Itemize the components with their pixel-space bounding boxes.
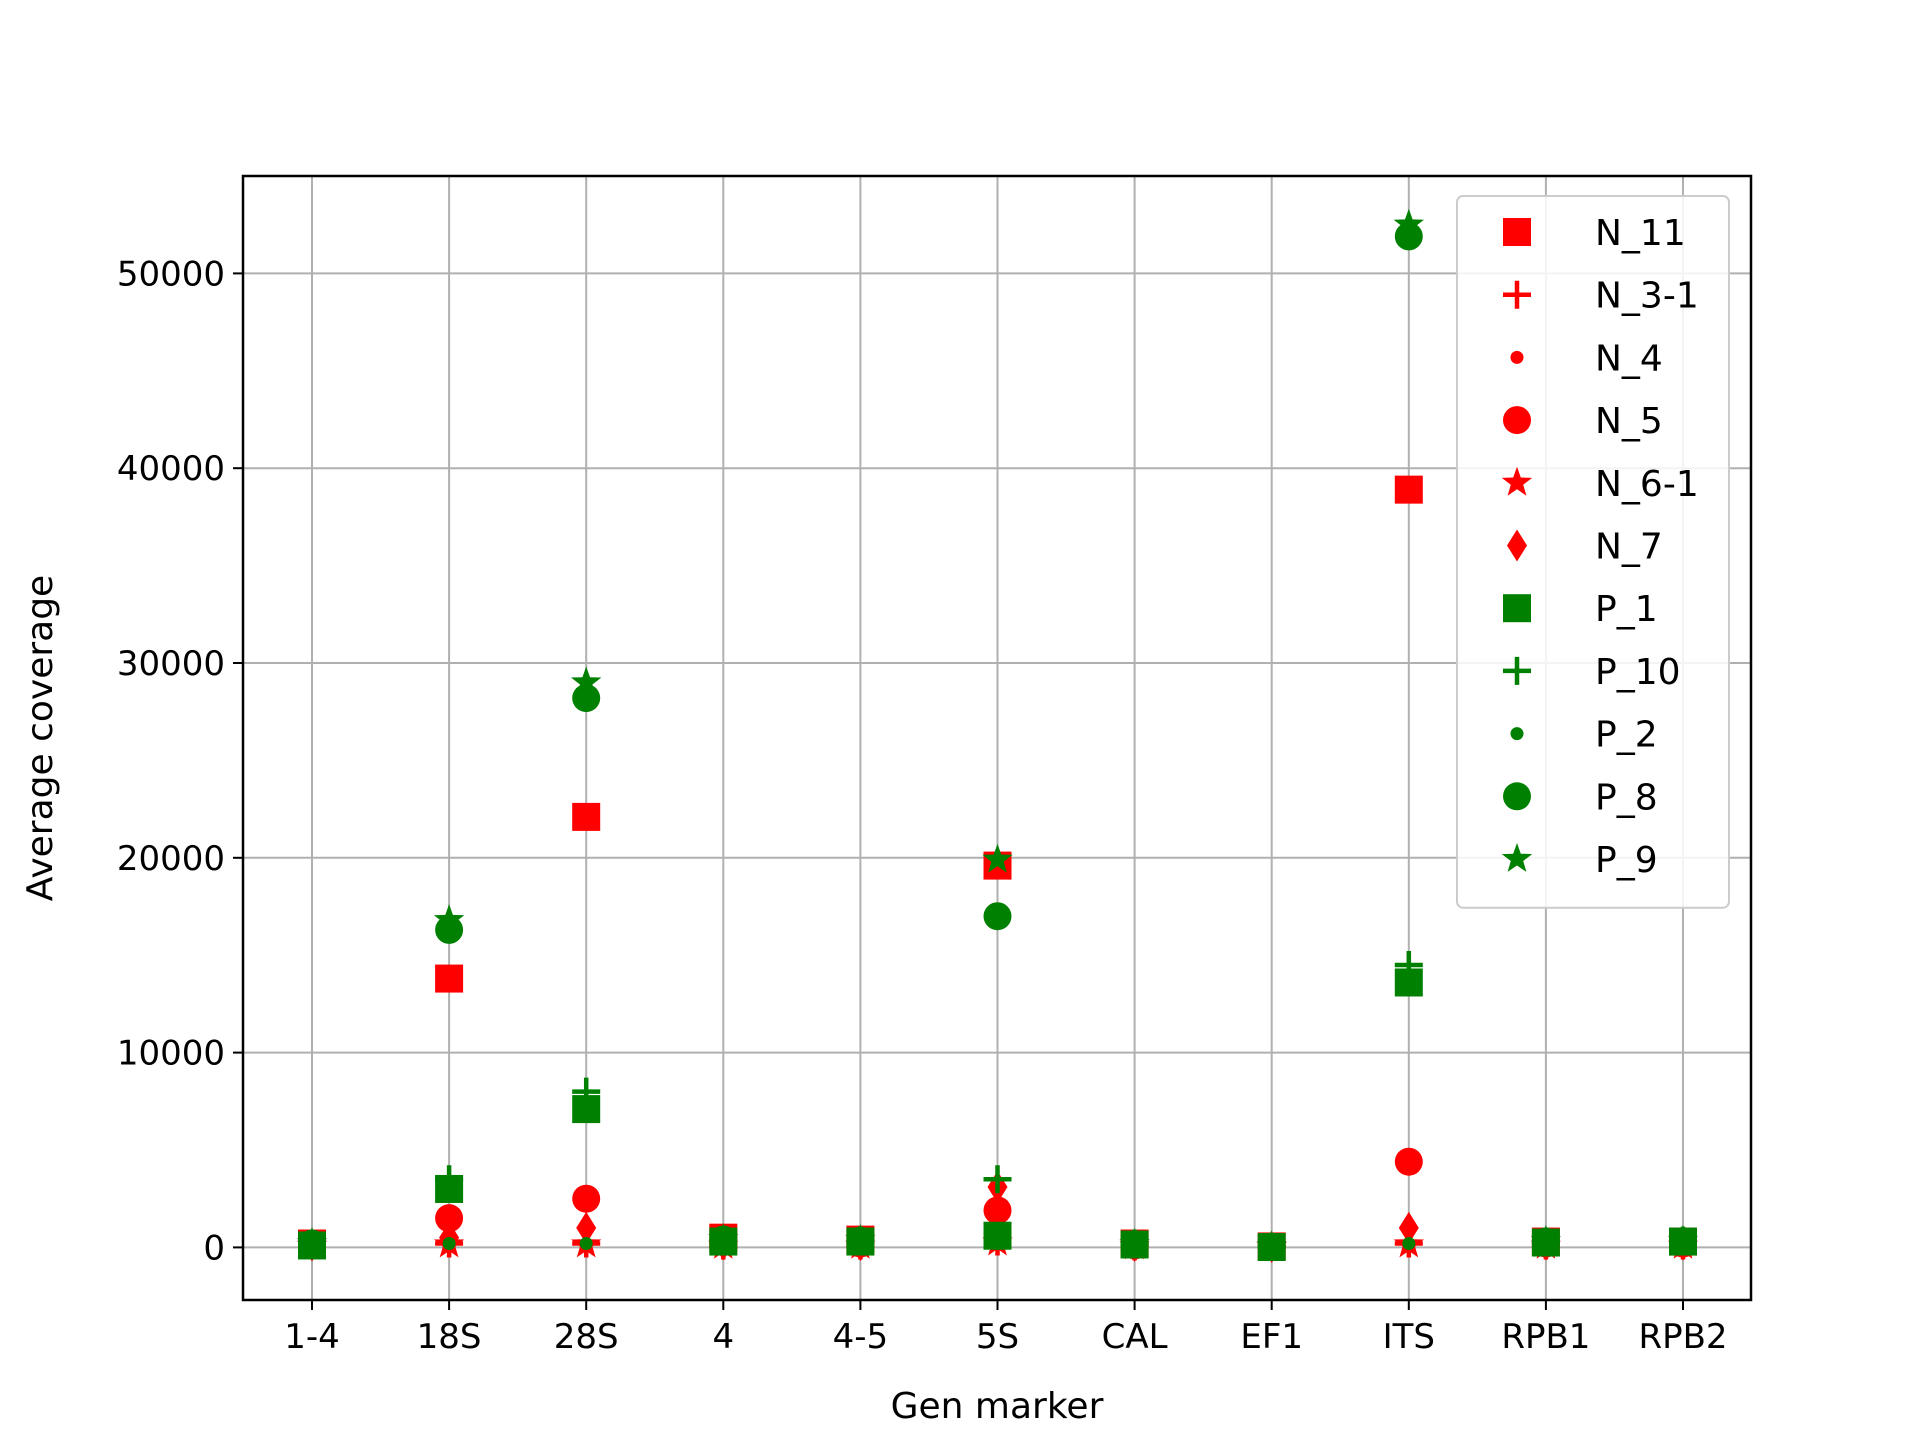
legend-label: P_9 xyxy=(1595,840,1658,881)
x-tick-label: 18S xyxy=(417,1317,482,1357)
data-point xyxy=(579,1237,593,1251)
y-axis-label: Average coverage xyxy=(20,575,61,901)
data-point xyxy=(1394,222,1423,251)
x-tick-label: 4 xyxy=(712,1317,734,1357)
data-point xyxy=(576,1211,597,1244)
legend-item: P_2 xyxy=(1510,715,1658,756)
x-tick-label: 1-4 xyxy=(284,1317,340,1357)
data-point xyxy=(983,1196,1012,1225)
legend-box xyxy=(1456,195,1730,909)
data-point xyxy=(572,1077,601,1106)
legend-item: N_4 xyxy=(1510,338,1663,379)
x-tick-label: ITS xyxy=(1383,1317,1435,1357)
x-tick-label: RPB2 xyxy=(1638,1317,1727,1357)
data-point xyxy=(1394,475,1423,504)
legend-item: P_10 xyxy=(1503,652,1681,693)
data-point xyxy=(435,964,464,993)
data-point xyxy=(1402,1237,1416,1251)
series-P_9 xyxy=(296,208,1699,1260)
data-point xyxy=(991,1237,1004,1251)
legend-label: N_4 xyxy=(1595,338,1663,379)
x-tick-label: RPB1 xyxy=(1501,1317,1590,1357)
legend-marker xyxy=(1503,594,1531,623)
ticks-layer: 1-4 18S 28S 4 4-5 5S CAL EF1 ITS RPB1 RPB2 0 10000 20… xyxy=(117,254,1728,1357)
legend-item: N_6-1 xyxy=(1501,464,1699,505)
y-tick-label: 0 xyxy=(203,1228,225,1268)
legend-marker xyxy=(1501,843,1533,872)
data-point xyxy=(1394,1147,1423,1176)
marks-layer xyxy=(296,208,1699,1264)
legend-label: P_10 xyxy=(1595,652,1681,693)
legend-label: N_6-1 xyxy=(1595,464,1699,505)
y-tick-label: 20000 xyxy=(117,839,225,879)
data-point xyxy=(435,1165,464,1194)
data-point xyxy=(571,666,602,696)
legend: N_11 N_3-1 N_4 N_5 N_6-1 N_7 P_1 P_10 P_2 P_8 P_9 xyxy=(1456,195,1730,909)
legend-marker xyxy=(1503,218,1531,246)
data-point xyxy=(435,1204,464,1233)
x-tick-label: 28S xyxy=(554,1317,619,1357)
legend-item: N_7 xyxy=(1507,527,1663,568)
legend-marker xyxy=(1510,727,1524,741)
data-point xyxy=(1394,950,1423,979)
legend-item: N_11 xyxy=(1503,213,1686,254)
data-point xyxy=(572,802,601,831)
y-tick-label: 50000 xyxy=(117,254,225,294)
legend-marker xyxy=(1503,782,1531,811)
data-point xyxy=(1119,1227,1150,1257)
data-point xyxy=(983,1165,1012,1194)
legend-label: P_2 xyxy=(1595,715,1658,756)
x-tick-label: 4-5 xyxy=(833,1317,889,1357)
x-axis-label: Gen marker xyxy=(891,1386,1104,1427)
legend-marker xyxy=(1503,656,1531,685)
legend-item: N_3-1 xyxy=(1503,276,1699,317)
legend-label: P_8 xyxy=(1595,777,1658,818)
data-point xyxy=(572,1184,601,1213)
legend-marker xyxy=(1503,406,1531,435)
legend-item: P_8 xyxy=(1503,777,1658,818)
legend-item: P_9 xyxy=(1501,840,1658,881)
data-point xyxy=(982,843,1013,873)
data-point xyxy=(708,1223,739,1253)
legend-marker xyxy=(1507,529,1527,562)
y-tick-label: 40000 xyxy=(117,449,225,489)
data-point xyxy=(1398,1211,1419,1244)
data-point xyxy=(1530,1225,1562,1254)
legend-marker xyxy=(1503,280,1531,309)
x-tick-label: EF1 xyxy=(1240,1317,1303,1357)
data-point xyxy=(845,1224,876,1253)
data-point xyxy=(1393,208,1424,238)
data-point xyxy=(435,915,464,944)
x-tick-label: CAL xyxy=(1102,1317,1168,1357)
data-point xyxy=(296,1227,328,1257)
data-point xyxy=(433,904,465,934)
legend-label: N_5 xyxy=(1595,401,1663,442)
legend-marker xyxy=(1501,466,1533,496)
legend-item: N_5 xyxy=(1503,401,1663,442)
legend-item: P_1 xyxy=(1503,589,1658,630)
y-tick-label: 30000 xyxy=(117,644,225,684)
data-point xyxy=(1667,1225,1699,1254)
y-tick-label: 10000 xyxy=(117,1034,225,1074)
legend-label: N_7 xyxy=(1595,527,1663,568)
legend-marker xyxy=(1510,350,1524,364)
legend-label: N_11 xyxy=(1595,213,1686,254)
legend-label: P_1 xyxy=(1595,589,1658,630)
x-tick-label: 5S xyxy=(976,1317,1019,1357)
data-point xyxy=(983,902,1012,931)
data-point xyxy=(1256,1230,1287,1260)
legend-label: N_3-1 xyxy=(1595,276,1699,317)
data-point xyxy=(442,1237,456,1251)
